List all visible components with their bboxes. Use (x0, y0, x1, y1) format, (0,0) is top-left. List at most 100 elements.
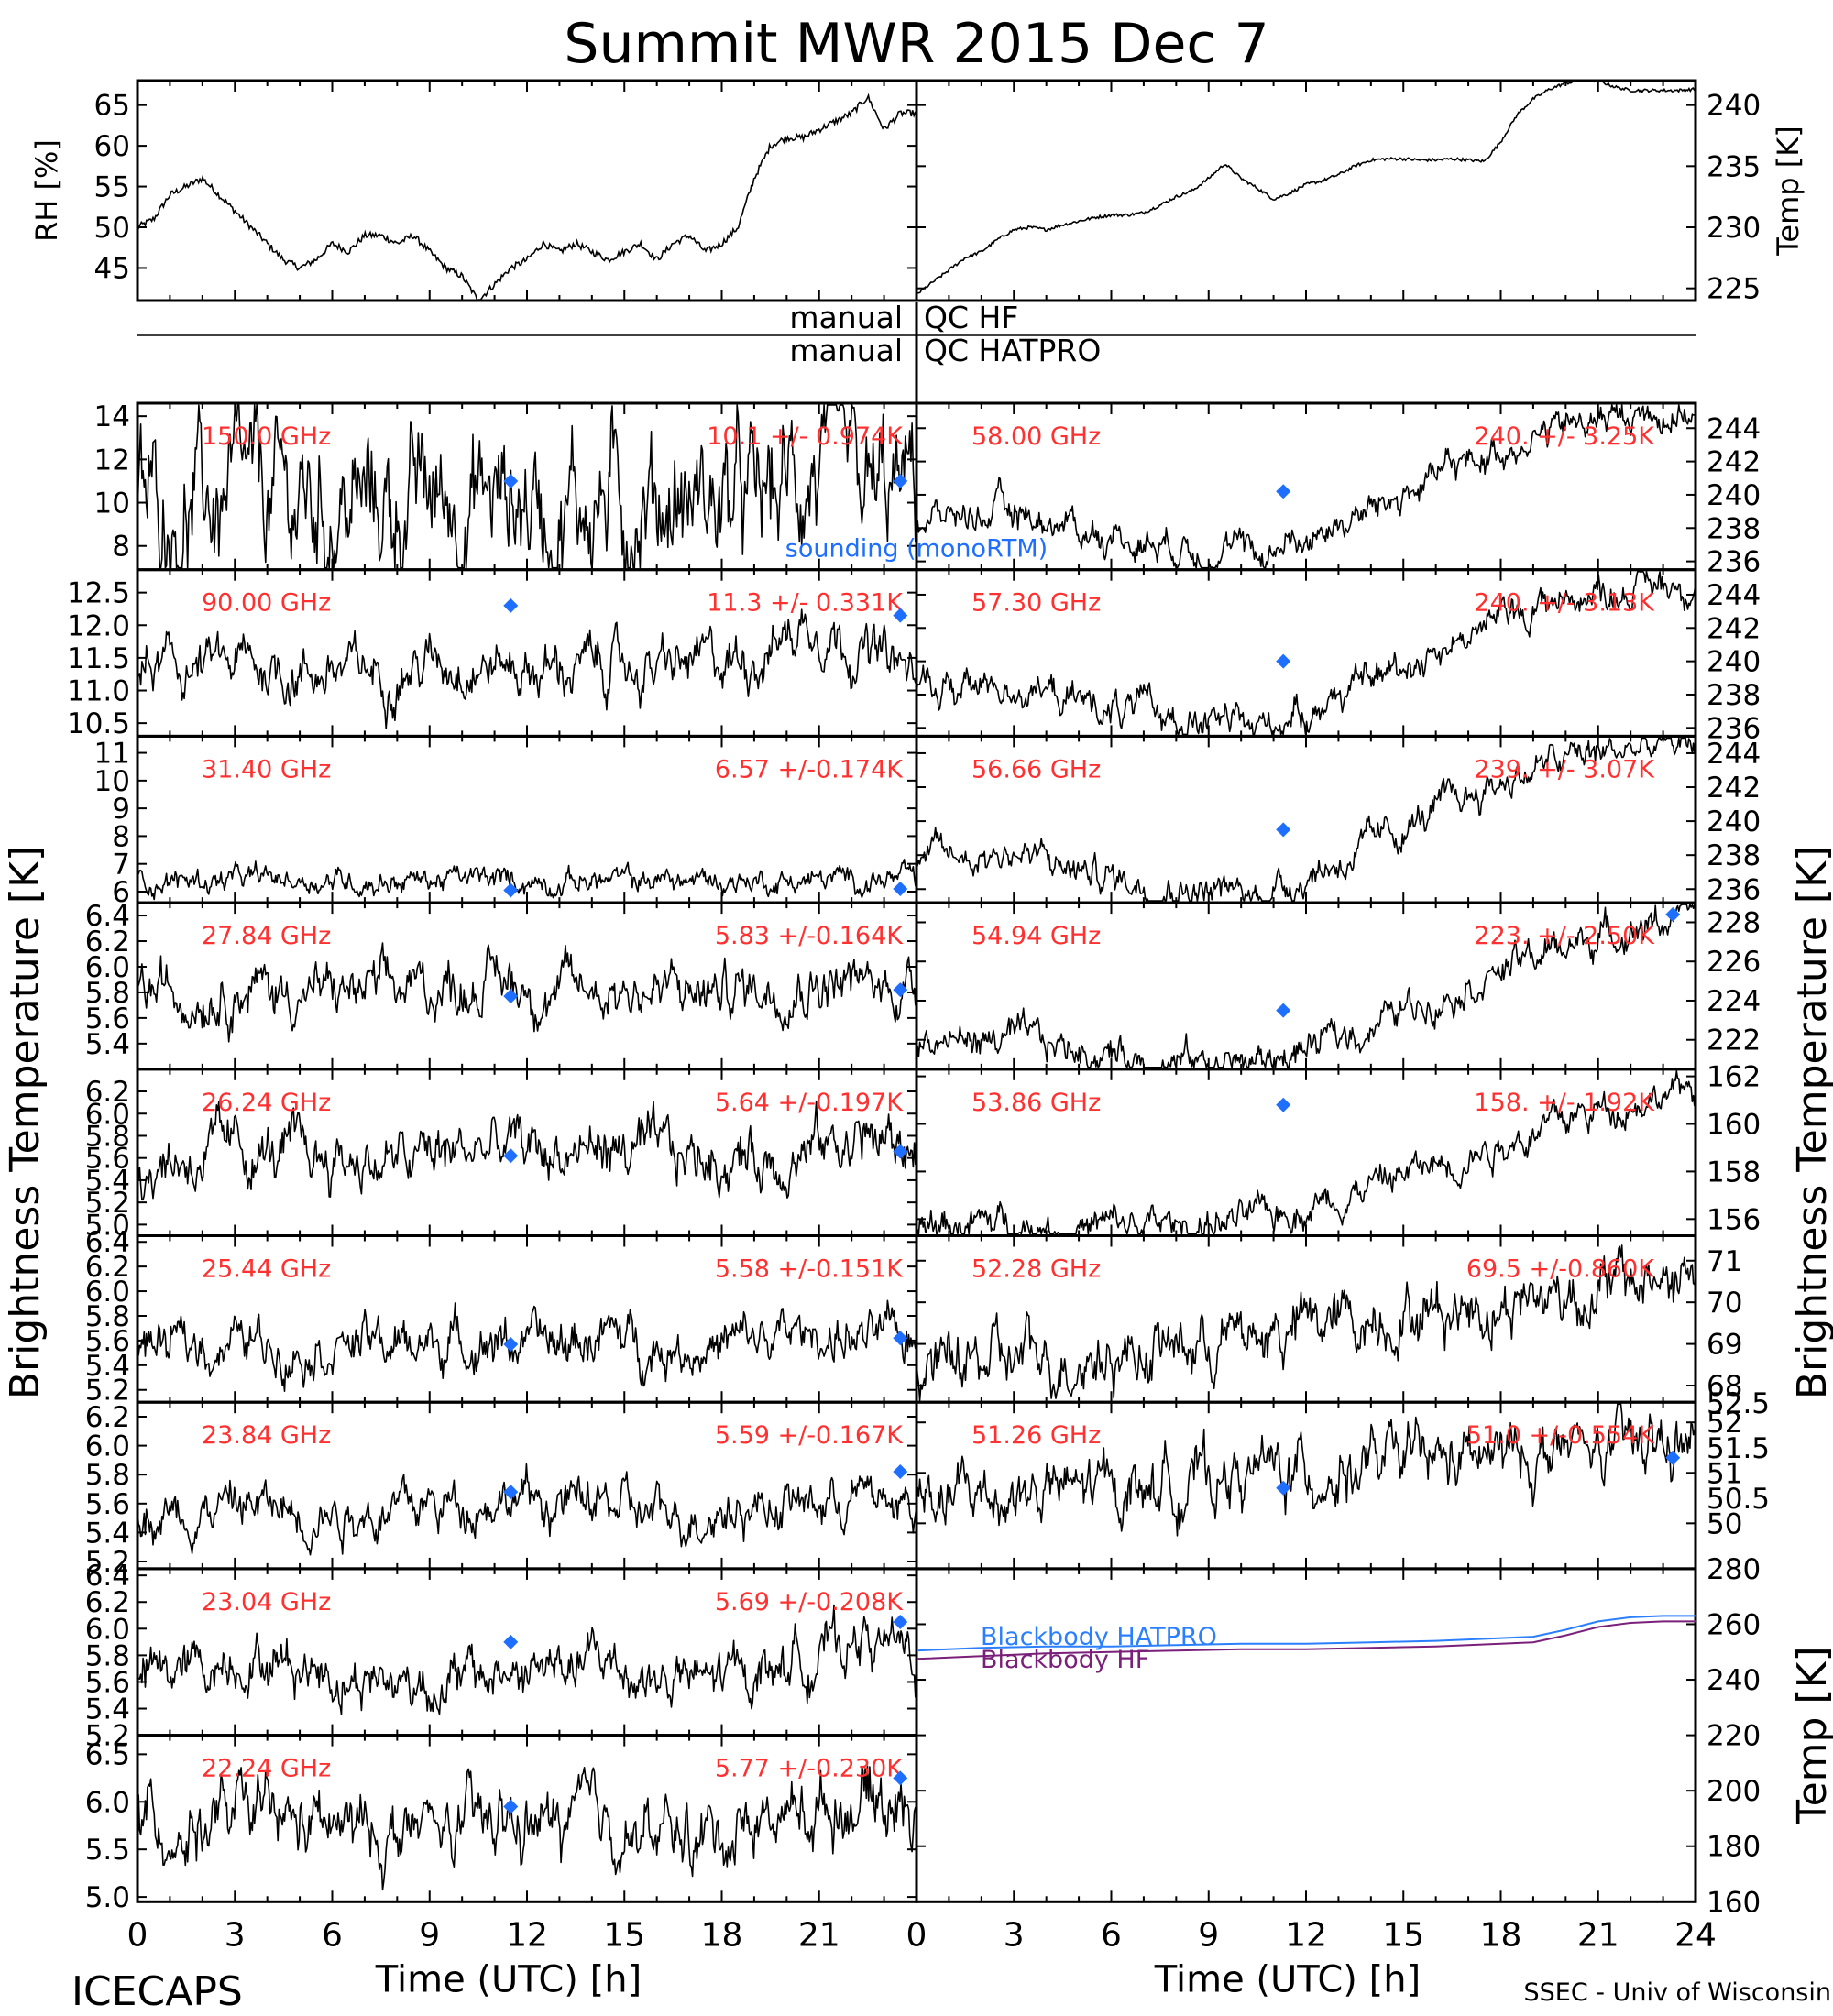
y-tick-label: 45 (94, 252, 130, 285)
y-tick-label: 242 (1707, 446, 1761, 479)
y-tick-label: 5.0 (85, 1881, 130, 1914)
time-axes: 0 3 6 9 12 15 18 21 Time (UTC) [h] 0 3 6 9 12 15 18 21 24… (127, 1916, 1717, 2000)
y-tick-label: 11 (94, 738, 130, 771)
right-channel-panel: 50 51 52 50.5 51.5 52.5 51.26 GHz 51.0 +/-0.554… (915, 1387, 1770, 1571)
brightness-trace (916, 570, 1696, 736)
x-tick-label: 9 (1198, 1916, 1219, 1954)
y-tick-label: 180 (1707, 1831, 1761, 1864)
sounding-marker (1276, 822, 1291, 838)
qc-hf-label: QC HF (924, 300, 1018, 335)
y-tick-label: 6.0 (85, 1786, 130, 1819)
sounding-marker (503, 1634, 519, 1649)
y-tick-label: 5.6 (85, 1003, 130, 1035)
y-tick-label: 60 (94, 130, 130, 163)
blackbody-hatpro-label: Blackbody HATPRO (981, 1623, 1217, 1651)
x-tick-label: 3 (225, 1916, 246, 1954)
blackbody-hf-line (916, 1620, 1696, 1660)
figure-title: Summit MWR 2015 Dec 7 (564, 12, 1268, 76)
rh-panel: 45 50 55 60 65 RH [%] (29, 79, 918, 302)
y-tick-label: 160 (1707, 1886, 1761, 1919)
y-tick-label: 5.4 (85, 1517, 130, 1550)
y-tick-label: 12 (94, 444, 130, 477)
channel-statistic: 5.83 +/-0.164K (715, 922, 904, 950)
y-tick-label: 5.6 (85, 1488, 130, 1521)
y-tick-label: 6.5 (85, 1738, 130, 1771)
brightness-trace (137, 1463, 917, 1556)
sounding-marker (503, 1148, 519, 1164)
y-tick-label: 6.4 (85, 1226, 130, 1259)
y-tick-label: 220 (1707, 1720, 1761, 1753)
footer-left: ICECAPS (71, 1968, 243, 2015)
y-tick-label: 5.8 (85, 1120, 130, 1153)
brightness-trace (137, 404, 917, 569)
y-tick-label: 6.2 (85, 1076, 130, 1109)
y-tick-label: 238 (1707, 679, 1761, 712)
left-channel-panel: 5.25.45.65.86.06.26.4 25.44 GHz 5.58 +/-0.… (85, 1226, 918, 1408)
y-tick-label: 240 (1707, 805, 1761, 838)
sounding-marker (503, 882, 519, 898)
y-tick-label: 244 (1707, 579, 1761, 612)
left-channel-panel: 10.511.011.512.012.5 90.00 GHz 11.3 +/- 0.… (67, 568, 918, 740)
y-tick-label: 71 (1707, 1245, 1742, 1278)
y-tick-label: 6.0 (85, 1613, 130, 1646)
x-tick-label: 15 (603, 1916, 645, 1954)
qc-hatpro-label: QC HATPRO (924, 333, 1101, 368)
sounding-marker (1276, 484, 1291, 499)
sounding-marker (893, 473, 908, 488)
channel-statistic: 5.77 +/-0.230K (715, 1755, 904, 1783)
y-tick-label: 225 (1707, 273, 1761, 306)
channel-frequency: 54.94 GHz (971, 922, 1101, 950)
channel-statistic: 223. +/- 2.50K (1474, 922, 1655, 950)
footer-right: SSEC - Univ of Wisconsin (1524, 1978, 1831, 2007)
sounding-marker (503, 989, 519, 1004)
brightness-trace (137, 1100, 917, 1201)
y-tick-label: 6.2 (85, 926, 130, 959)
y-tick-label: 242 (1707, 772, 1761, 805)
y-tick-label: 6.0 (85, 1098, 130, 1131)
y-tick-label: 224 (1707, 985, 1761, 1018)
y-tick-label: 11.0 (67, 675, 130, 708)
x-tick-label: 18 (701, 1916, 743, 1954)
brightness-trace (137, 608, 917, 730)
qc-hatpro-manual: manual (789, 333, 903, 368)
y-tick-label: 52 (1707, 1407, 1742, 1440)
left-channel-panel: 5.25.45.65.86.06.2 23.84 GHz 5.59 +/-0.167… (85, 1400, 918, 1579)
brightness-trace (137, 1299, 917, 1392)
sounding-marker (893, 1615, 908, 1630)
sounding-marker (503, 473, 519, 488)
y-tick-label: 160 (1707, 1109, 1761, 1142)
y-tick-label: 6.4 (85, 900, 130, 933)
y-tick-label: 5.4 (85, 1693, 130, 1726)
sounding-marker (1276, 653, 1291, 669)
sounding-marker (503, 1336, 519, 1352)
right-brightness-label: Brightness Temperature [K] (1789, 846, 1833, 1399)
channel-statistic: 5.58 +/-0.151K (715, 1255, 904, 1284)
y-tick-label: 240 (1707, 646, 1761, 679)
channel-frequency: 23.84 GHz (202, 1421, 331, 1450)
x-tick-label: 6 (322, 1916, 343, 1954)
y-tick-label: 10.5 (67, 707, 130, 740)
y-tick-label: 238 (1707, 512, 1761, 545)
y-tick-label: 69 (1707, 1329, 1742, 1362)
y-tick-label: 6 (112, 876, 130, 909)
sounding-marker (893, 1331, 908, 1346)
channel-frequency: 26.24 GHz (202, 1089, 331, 1117)
y-tick-label: 10 (94, 765, 130, 798)
channel-frequency: 31.40 GHz (202, 755, 331, 783)
channel-statistic: 240. +/- 3.25K (1474, 422, 1655, 451)
y-tick-label: 240 (1707, 1664, 1761, 1697)
y-tick-label: 10 (94, 488, 130, 520)
y-tick-label: 6.0 (85, 951, 130, 984)
channel-frequency: 27.84 GHz (202, 922, 331, 950)
y-tick-label: 12.5 (67, 577, 130, 610)
y-tick-label: 5.2 (85, 1375, 130, 1408)
channel-frequency: 56.66 GHz (971, 755, 1101, 783)
blackbody-panel: 160 180 200 220 240 260 280 Blackbody HATPROBla… (915, 1553, 1833, 1919)
sounding-marker (1276, 1480, 1291, 1496)
sounding-marker (503, 1799, 519, 1814)
y-tick-label: 5.2 (85, 1546, 130, 1579)
